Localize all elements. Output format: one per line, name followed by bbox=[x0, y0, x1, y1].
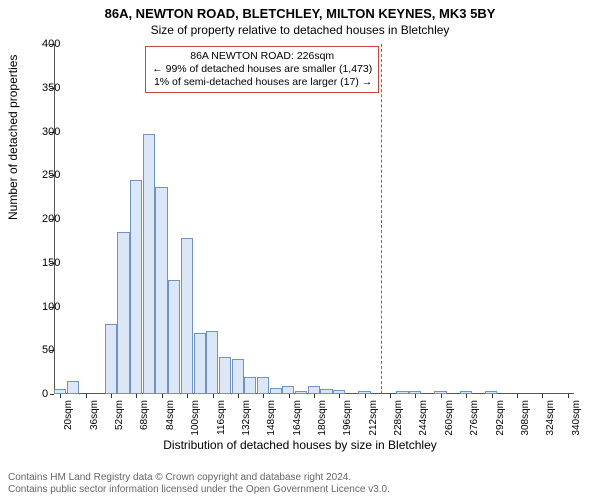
x-tick-mark bbox=[289, 394, 290, 398]
x-tick-label: 116sqm bbox=[216, 400, 227, 435]
x-tick-mark bbox=[136, 394, 137, 398]
histogram-bar bbox=[155, 187, 167, 394]
x-tick-label: 84sqm bbox=[165, 400, 176, 430]
histogram-bar bbox=[308, 386, 320, 394]
chart-subtitle: Size of property relative to detached ho… bbox=[0, 23, 600, 37]
x-tick-label: 196sqm bbox=[342, 400, 353, 436]
reference-line bbox=[381, 44, 382, 394]
y-tick-label: 250 bbox=[42, 169, 46, 181]
x-tick-label: 180sqm bbox=[317, 400, 328, 436]
x-tick-label: 132sqm bbox=[241, 400, 252, 436]
y-tick-label: 400 bbox=[42, 38, 46, 50]
annotation-line: 1% of semi-detached houses are larger (1… bbox=[152, 76, 372, 89]
y-tick-label: 100 bbox=[42, 301, 46, 313]
histogram-bar bbox=[130, 180, 142, 394]
histogram-bar bbox=[396, 391, 408, 395]
plot-region: 05010015020025030035040020sqm36sqm52sqm6… bbox=[54, 44, 574, 394]
chart-title: 86A, NEWTON ROAD, BLETCHLEY, MILTON KEYN… bbox=[0, 0, 600, 21]
histogram-bar bbox=[257, 377, 269, 395]
x-tick-label: 324sqm bbox=[545, 400, 556, 436]
annotation-line: ← 99% of detached houses are smaller (1,… bbox=[152, 63, 372, 76]
x-axis-label: Distribution of detached houses by size … bbox=[0, 438, 600, 452]
histogram-bar bbox=[181, 238, 193, 394]
x-tick-mark bbox=[111, 394, 112, 398]
x-tick-mark bbox=[162, 394, 163, 398]
x-tick-label: 52sqm bbox=[114, 400, 125, 430]
x-tick-mark bbox=[390, 394, 391, 398]
x-tick-label: 276sqm bbox=[469, 400, 480, 436]
x-tick-label: 292sqm bbox=[495, 400, 506, 436]
x-tick-mark bbox=[517, 394, 518, 398]
x-tick-label: 308sqm bbox=[520, 400, 531, 436]
x-tick-label: 260sqm bbox=[444, 400, 455, 436]
x-tick-mark bbox=[492, 394, 493, 398]
x-tick-mark bbox=[263, 394, 264, 398]
histogram-bar bbox=[105, 324, 117, 394]
histogram-bar bbox=[270, 388, 282, 394]
x-tick-mark bbox=[441, 394, 442, 398]
histogram-bar bbox=[232, 359, 244, 394]
y-axis-label: Number of detached properties bbox=[6, 55, 20, 220]
x-tick-mark bbox=[365, 394, 366, 398]
histogram-bar bbox=[219, 357, 231, 394]
x-tick-mark bbox=[213, 394, 214, 398]
x-tick-mark bbox=[60, 394, 61, 398]
y-tick-label: 150 bbox=[42, 257, 46, 269]
y-tick-label: 0 bbox=[42, 388, 46, 400]
x-tick-mark bbox=[466, 394, 467, 398]
x-tick-label: 148sqm bbox=[266, 400, 277, 436]
histogram-bar bbox=[320, 389, 332, 394]
histogram-bar bbox=[244, 377, 256, 395]
y-tick-label: 350 bbox=[42, 82, 46, 94]
annotation-line: 86A NEWTON ROAD: 226sqm bbox=[152, 50, 372, 63]
x-tick-mark bbox=[86, 394, 87, 398]
y-tick-label: 300 bbox=[42, 126, 46, 138]
histogram-bar bbox=[67, 381, 79, 394]
x-tick-mark bbox=[568, 394, 569, 398]
chart-area: 05010015020025030035040020sqm36sqm52sqm6… bbox=[54, 44, 574, 394]
x-tick-mark bbox=[415, 394, 416, 398]
histogram-bar bbox=[168, 280, 180, 394]
histogram-bar bbox=[282, 386, 294, 394]
x-tick-label: 36sqm bbox=[89, 400, 100, 430]
x-tick-mark bbox=[339, 394, 340, 398]
x-tick-mark bbox=[542, 394, 543, 398]
x-tick-label: 100sqm bbox=[190, 400, 201, 436]
x-tick-mark bbox=[187, 394, 188, 398]
x-tick-label: 228sqm bbox=[393, 400, 404, 436]
x-tick-label: 244sqm bbox=[418, 400, 429, 436]
x-tick-mark bbox=[238, 394, 239, 398]
histogram-bar bbox=[143, 134, 155, 394]
annotation-box: 86A NEWTON ROAD: 226sqm← 99% of detached… bbox=[145, 46, 379, 93]
footer-line-1: Contains HM Land Registry data © Crown c… bbox=[8, 472, 390, 484]
y-tick-mark bbox=[50, 394, 54, 395]
x-tick-label: 164sqm bbox=[292, 400, 303, 436]
footer-attribution: Contains HM Land Registry data © Crown c… bbox=[8, 472, 390, 496]
x-tick-label: 212sqm bbox=[368, 400, 379, 436]
histogram-bar bbox=[194, 333, 206, 394]
histogram-bar bbox=[206, 331, 218, 394]
x-tick-label: 20sqm bbox=[63, 400, 74, 430]
histogram-bar bbox=[117, 232, 129, 394]
x-tick-label: 68sqm bbox=[139, 400, 150, 430]
footer-line-2: Contains public sector information licen… bbox=[8, 484, 390, 496]
y-tick-label: 50 bbox=[42, 344, 46, 356]
histogram-bar bbox=[295, 391, 307, 395]
x-tick-label: 340sqm bbox=[571, 400, 582, 436]
y-tick-label: 200 bbox=[42, 213, 46, 225]
x-tick-mark bbox=[314, 394, 315, 398]
